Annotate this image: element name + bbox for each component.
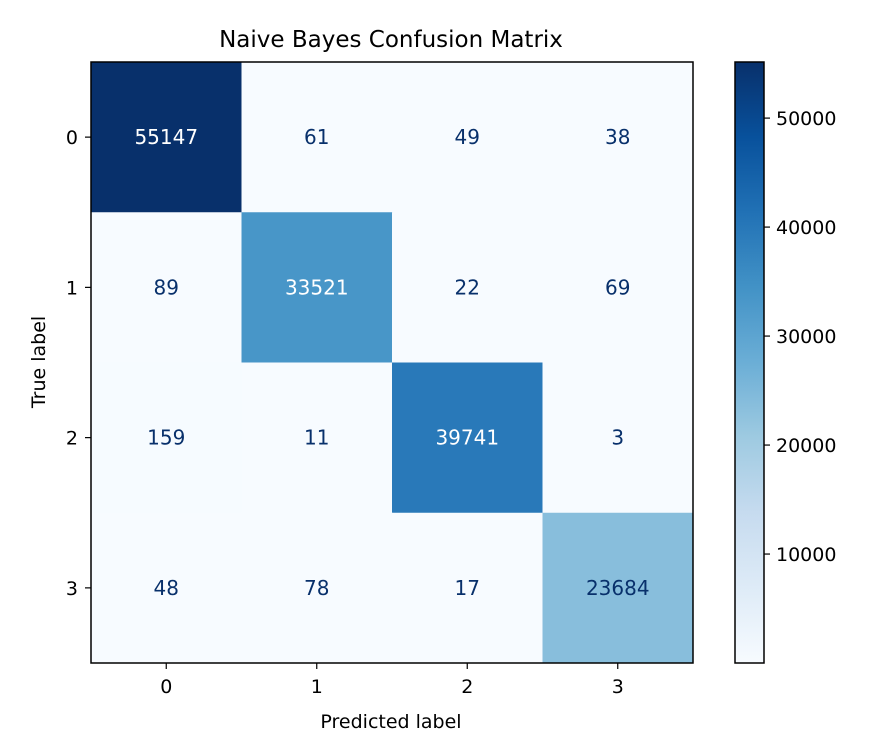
cell-value-label: 11 (304, 426, 329, 450)
heatmap-cell (392, 512, 543, 664)
cell-value-labels: 55147 61 49 38 89 33521 22 69 159 11 39741 3 48 78 17 2… (134, 125, 649, 600)
y-tick-label: 0 (66, 127, 78, 149)
heatmap-cell (542, 212, 694, 363)
cell-value-label: 48 (154, 576, 179, 600)
x-axis-label: Predicted label (320, 711, 461, 733)
heatmap-cell (241, 62, 393, 213)
cell-value-label: 55147 (134, 125, 198, 149)
cell-value-label: 23684 (586, 576, 650, 600)
heatmap-cell (91, 362, 242, 514)
y-axis-ticks: 0 1 2 3 (66, 127, 91, 600)
y-tick-label: 1 (66, 277, 78, 299)
cell-value-label: 3 (611, 426, 624, 450)
x-tick-label: 3 (612, 676, 624, 698)
heatmap-cell (392, 362, 543, 514)
colorbar-ticks: 10000 20000 30000 40000 50000 (764, 108, 836, 566)
colorbar-tick-label: 40000 (776, 217, 836, 239)
heatmap-cell (241, 362, 393, 514)
cell-value-label: 49 (455, 125, 480, 149)
cell-value-label: 38 (605, 125, 630, 149)
colorbar-tick-label: 50000 (776, 108, 836, 130)
heatmap-cell (91, 212, 242, 363)
heatmap-cell (241, 212, 393, 363)
cell-value-label: 69 (605, 275, 630, 299)
colorbar-tick-label: 20000 (776, 435, 836, 457)
heatmap-cell (542, 512, 694, 664)
heatmap-cell (542, 362, 694, 514)
colorbar-tick-label: 30000 (776, 326, 836, 348)
y-tick-label: 2 (66, 428, 78, 450)
cell-value-label: 17 (455, 576, 480, 600)
heatmap-cell (91, 62, 242, 213)
cell-value-label: 39741 (435, 426, 499, 450)
colorbar-tick-label: 10000 (776, 544, 836, 566)
chart-title: Naive Bayes Confusion Matrix (219, 27, 563, 53)
x-tick-label: 0 (160, 676, 172, 698)
heatmap-cell (392, 212, 543, 363)
heatmap-cell (241, 512, 393, 664)
heatmap-cells (91, 62, 694, 664)
plot-frame (90, 61, 694, 664)
colorbar (734, 61, 765, 664)
heatmap-cell (542, 62, 694, 213)
cell-value-label: 159 (147, 426, 185, 450)
y-tick-label: 3 (66, 578, 78, 600)
cell-value-label: 22 (455, 275, 480, 299)
cell-value-label: 78 (304, 576, 329, 600)
heatmap-cell (392, 62, 543, 213)
y-axis-label: True label (28, 316, 50, 409)
cell-value-label: 33521 (285, 275, 349, 299)
x-tick-label: 1 (311, 676, 323, 698)
cell-value-label: 89 (154, 275, 179, 299)
x-axis-ticks: 0 1 2 3 (160, 663, 624, 698)
cell-value-label: 61 (304, 125, 329, 149)
heatmap-cell (91, 512, 242, 664)
x-tick-label: 2 (461, 676, 473, 698)
